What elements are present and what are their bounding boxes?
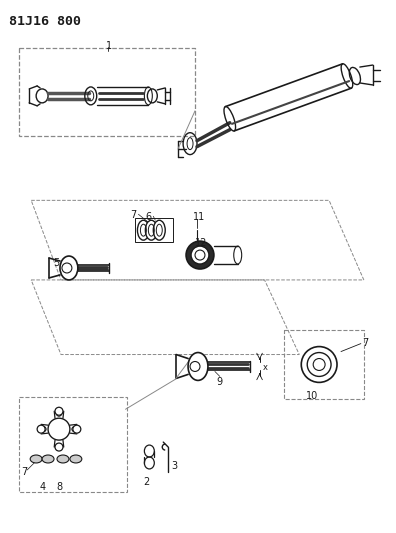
Text: 7: 7 — [362, 337, 368, 348]
Ellipse shape — [153, 220, 165, 240]
Text: 6: 6 — [145, 212, 152, 222]
Ellipse shape — [48, 418, 70, 440]
Text: 9: 9 — [217, 377, 223, 387]
Ellipse shape — [137, 220, 149, 240]
Text: 3: 3 — [171, 461, 177, 471]
Bar — [19, 48, 195, 136]
Text: 81J16 800: 81J16 800 — [10, 15, 81, 28]
Text: x: x — [263, 364, 268, 373]
Text: 4: 4 — [39, 482, 45, 492]
Ellipse shape — [73, 425, 81, 433]
Text: 7: 7 — [130, 211, 137, 220]
Ellipse shape — [55, 407, 63, 415]
Ellipse shape — [57, 455, 69, 463]
Text: 10: 10 — [306, 391, 318, 401]
Ellipse shape — [60, 256, 78, 280]
Ellipse shape — [145, 220, 157, 240]
Bar — [284, 330, 364, 399]
Ellipse shape — [70, 455, 82, 463]
Bar — [19, 397, 126, 492]
Ellipse shape — [188, 352, 208, 381]
Ellipse shape — [42, 455, 54, 463]
Ellipse shape — [301, 346, 337, 382]
Ellipse shape — [195, 250, 205, 260]
Text: 1: 1 — [106, 41, 112, 51]
Ellipse shape — [307, 352, 331, 376]
Text: 8: 8 — [56, 482, 62, 492]
Bar — [135, 218, 173, 242]
Text: 2: 2 — [143, 477, 150, 487]
Ellipse shape — [55, 443, 63, 451]
Ellipse shape — [313, 359, 325, 370]
Ellipse shape — [30, 455, 42, 463]
Ellipse shape — [186, 241, 214, 269]
Text: 12: 12 — [195, 238, 208, 248]
Text: 7: 7 — [21, 467, 27, 477]
Ellipse shape — [37, 425, 45, 433]
Ellipse shape — [191, 246, 209, 264]
Text: 11: 11 — [193, 212, 205, 222]
Text: 5: 5 — [53, 258, 59, 268]
